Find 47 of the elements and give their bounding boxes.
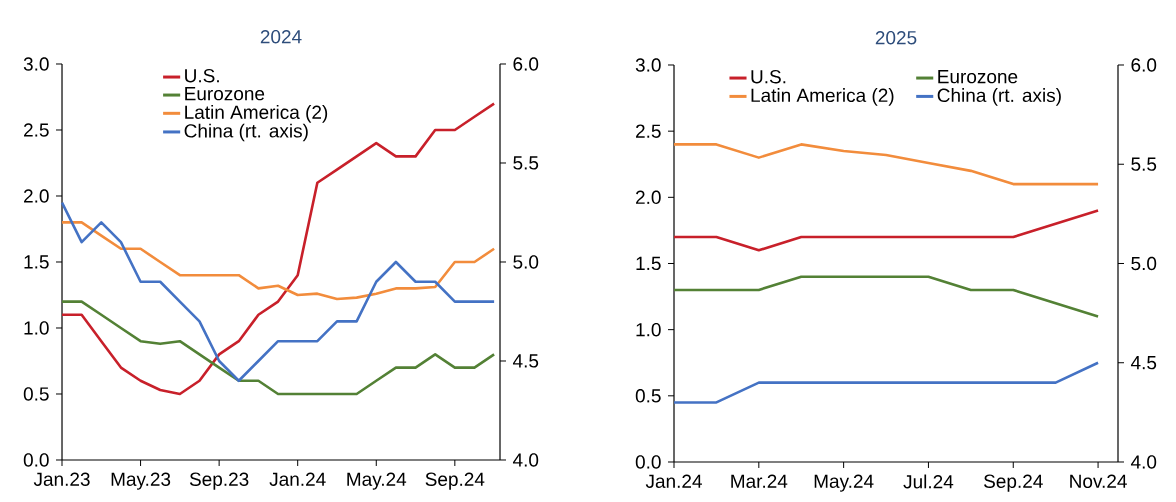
- y-tick-label: 1.0: [636, 322, 661, 337]
- y2-tick-label: 4.5: [512, 354, 539, 368]
- y-tick-label: 1.5: [636, 256, 661, 271]
- y-tick-label: 0.5: [23, 387, 49, 401]
- x-tick-label: May.24: [814, 474, 874, 492]
- y2-tick-label: 5.0: [513, 255, 539, 269]
- y-tick-label: 2.0: [636, 190, 661, 205]
- legend-label: U.S.: [185, 68, 219, 83]
- line-series: [60, 102, 496, 396]
- y-tick-label: 1.0: [24, 321, 49, 335]
- legend-label: U.S.: [751, 69, 786, 84]
- y-tick-label: 3.0: [23, 57, 49, 71]
- y-tick-label: 3.0: [635, 58, 661, 72]
- y2-tick-label: 6.0: [1131, 58, 1157, 72]
- y-tick-label: 0.5: [635, 389, 661, 403]
- chart-title: 2025: [875, 31, 917, 45]
- x-tick-label: Nov.24: [1070, 474, 1127, 488]
- chart-title: 2024: [260, 30, 302, 44]
- y-tick-label: 1.5: [24, 255, 49, 269]
- x-tick-label: Jan.24: [269, 472, 326, 486]
- y-tick-label: 0.0: [23, 453, 49, 467]
- x-tick-label: Sep.24: [425, 472, 485, 490]
- y2-tick-label: 4.0: [512, 453, 539, 467]
- y2-tick-label: 6.0: [513, 57, 539, 71]
- legend-label: Eurozone: [938, 70, 1018, 84]
- legend-label: China (rt. axis): [937, 88, 1061, 106]
- y-tick-label: 2.0: [24, 189, 49, 203]
- y2-tick-label: 5.0: [1131, 256, 1157, 271]
- x-tick-label: May.23: [111, 472, 171, 490]
- x-tick-label: Sep.23: [189, 472, 249, 490]
- x-tick-label: Jul.24: [903, 474, 954, 489]
- legend-label: Latin America (2): [185, 105, 328, 123]
- y2-tick-label: 5.5: [1131, 157, 1157, 171]
- legend-label: Latin America (2): [751, 88, 894, 106]
- legend-label: Eurozone: [185, 87, 265, 101]
- x-tick-label: Jan.23: [33, 472, 90, 486]
- legend-label: China (rt. axis): [184, 123, 308, 142]
- y2-tick-label: 5.5: [513, 156, 539, 170]
- x-tick-label: Mar.24: [731, 474, 788, 488]
- x-tick-label: Sep.24: [984, 474, 1043, 492]
- x-tick-label: Jan.24: [645, 474, 702, 488]
- x-tick-label: May.24: [347, 472, 407, 490]
- y2-tick-label: 4.0: [1130, 455, 1157, 469]
- y-tick-label: 2.5: [24, 123, 49, 137]
- y-tick-label: 2.5: [636, 124, 661, 138]
- y-tick-label: 0.0: [635, 455, 661, 469]
- y2-tick-label: 4.5: [1130, 356, 1157, 370]
